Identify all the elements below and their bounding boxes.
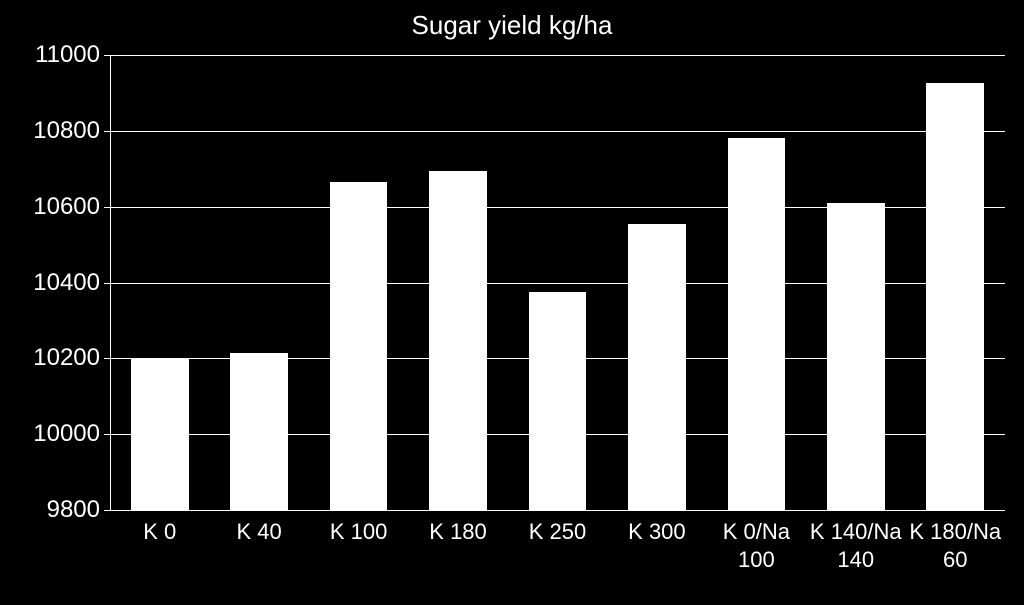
bar [728,138,786,510]
chart-title: Sugar yield kg/ha [0,10,1024,41]
bar [926,83,984,510]
y-axis-label: 11000 [35,41,100,69]
bar-slot: K 0/Na 100 [707,55,806,510]
x-axis-label: K 180/Na 60 [906,518,1005,573]
x-axis-label: K 250 [508,518,607,546]
bar-slot: K 140/Na 140 [806,55,905,510]
bar-slot: K 300 [607,55,706,510]
y-axis-label: 9800 [47,496,100,524]
bar [429,171,487,510]
bar-slot: K 100 [309,55,408,510]
plot-area: 9800100001020010400106001080011000 K 0K … [110,55,1005,510]
bars-container: K 0K 40K 100K 180K 250K 300K 0/Na 100K 1… [110,55,1005,510]
bar-slot: K 180/Na 60 [906,55,1005,510]
y-axis-label: 10600 [33,193,100,221]
y-axis-label: 10200 [33,344,100,372]
bar [131,358,189,510]
y-axis-label: 10400 [33,269,100,297]
x-axis-label: K 180 [408,518,507,546]
bar [230,353,288,510]
bar-slot: K 250 [508,55,607,510]
bar [827,203,885,510]
y-axis-label: 10000 [33,420,100,448]
x-axis-label: K 40 [209,518,308,546]
bar [529,292,587,510]
x-axis-label: K 0 [110,518,209,546]
x-axis-label: K 100 [309,518,408,546]
x-axis-label: K 140/Na 140 [806,518,905,573]
x-axis [110,510,1005,511]
sugar-yield-chart: Sugar yield kg/ha 9800100001020010400106… [0,0,1024,605]
bar [330,182,388,510]
bar-slot: K 0 [110,55,209,510]
bar-slot: K 40 [209,55,308,510]
bar [628,224,686,510]
y-axis-label: 10800 [33,117,100,145]
x-axis-label: K 0/Na 100 [707,518,806,573]
bar-slot: K 180 [408,55,507,510]
x-axis-label: K 300 [607,518,706,546]
